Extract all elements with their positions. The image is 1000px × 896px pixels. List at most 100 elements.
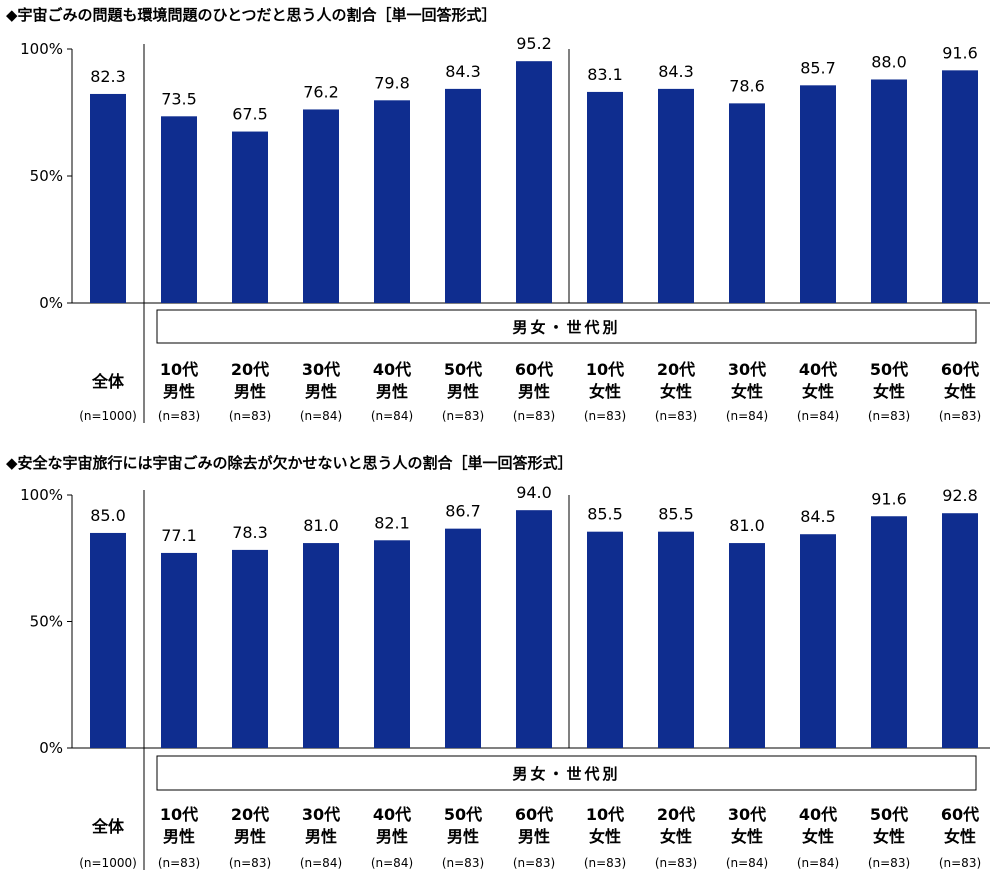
category-label-gender-10: 女性 [802, 827, 834, 846]
category-label-age-10: 40代 [799, 805, 837, 824]
data-label-7: 85.5 [587, 505, 623, 524]
data-label-9: 81.0 [729, 516, 765, 535]
sample-size-label-10: (n=84) [797, 409, 839, 423]
sample-size-label-9: (n=84) [726, 409, 768, 423]
sample-size-label-5: (n=83) [442, 856, 484, 870]
category-label-total: 全体 [91, 372, 125, 391]
sample-size-label-6: (n=83) [513, 409, 555, 423]
sample-size-label-2: (n=83) [229, 409, 271, 423]
data-label-6: 95.2 [516, 34, 552, 53]
group-band-box [156, 309, 977, 344]
data-label-2: 67.5 [232, 105, 268, 124]
category-label-age-7: 10代 [586, 360, 624, 379]
data-label-11: 88.0 [871, 52, 907, 71]
bar-6 [516, 510, 552, 748]
category-label-age-9: 30代 [728, 805, 766, 824]
category-label-gender-6: 男性 [518, 382, 550, 401]
category-label-gender-7: 女性 [589, 827, 621, 846]
data-label-8: 84.3 [658, 62, 694, 81]
bar-7 [587, 91, 623, 304]
category-label-total: 全体 [91, 817, 125, 836]
category-label-age-7: 10代 [586, 805, 624, 824]
category-label-gender-12: 女性 [944, 382, 976, 401]
group-band-box [156, 755, 977, 791]
bar-3 [303, 543, 339, 748]
category-label-age-12: 60代 [941, 805, 979, 824]
bar-8 [658, 531, 694, 748]
sample-size-label-0: (n=1000) [79, 409, 137, 423]
data-label-12: 92.8 [942, 486, 978, 505]
bar-4 [374, 540, 410, 748]
category-label-gender-1: 男性 [163, 382, 195, 401]
bar-1 [161, 552, 197, 748]
data-label-9: 78.6 [729, 76, 765, 95]
sample-size-label-4: (n=84) [371, 409, 413, 423]
category-label-age-4: 40代 [373, 805, 411, 824]
bar-2 [232, 549, 268, 748]
category-label-gender-4: 男性 [376, 382, 408, 401]
chart-title: ◆宇宙ごみの問題も環境問題のひとつだと思う人の割合［単一回答形式］ [6, 6, 497, 24]
category-label-age-9: 30代 [728, 360, 766, 379]
data-label-4: 82.1 [374, 513, 410, 532]
data-label-10: 84.5 [800, 507, 836, 526]
category-label-gender-11: 女性 [873, 382, 905, 401]
group-band-label: 男女・世代別 [512, 319, 620, 337]
category-label-age-8: 20代 [657, 360, 695, 379]
sample-size-label-10: (n=84) [797, 856, 839, 870]
data-label-5: 84.3 [445, 62, 481, 81]
bar-12 [942, 70, 978, 303]
data-label-0: 85.0 [90, 506, 126, 525]
data-label-3: 76.2 [303, 82, 339, 101]
bar-8 [658, 88, 694, 304]
bar-5 [445, 88, 481, 304]
bar-3 [303, 109, 339, 304]
sample-size-label-3: (n=84) [300, 409, 342, 423]
category-label-gender-7: 女性 [589, 382, 621, 401]
data-label-0: 82.3 [90, 67, 126, 86]
category-label-age-3: 30代 [302, 360, 340, 379]
sample-size-label-1: (n=83) [158, 409, 200, 423]
group-band-label: 男女・世代別 [512, 765, 620, 783]
bar-11 [871, 79, 907, 303]
sample-size-label-5: (n=83) [442, 409, 484, 423]
category-label-age-8: 20代 [657, 805, 695, 824]
bar-7 [587, 531, 623, 748]
sample-size-label-0: (n=1000) [79, 856, 137, 870]
sample-size-label-7: (n=83) [584, 856, 626, 870]
category-label-gender-5: 男性 [447, 827, 479, 846]
sample-size-label-8: (n=83) [655, 409, 697, 423]
data-label-7: 83.1 [587, 65, 623, 84]
y-tick-label: 100% [20, 40, 63, 58]
data-label-10: 85.7 [800, 58, 836, 77]
category-label-age-4: 40代 [373, 360, 411, 379]
sample-size-label-12: (n=83) [939, 409, 981, 423]
category-label-gender-11: 女性 [873, 827, 905, 846]
sample-size-label-11: (n=83) [868, 856, 910, 870]
category-label-age-3: 30代 [302, 805, 340, 824]
bar-10 [800, 534, 836, 748]
category-label-age-10: 40代 [799, 360, 837, 379]
data-label-6: 94.0 [516, 483, 552, 502]
bar-0 [90, 532, 126, 748]
bar-12 [942, 513, 978, 748]
bar-5 [445, 528, 481, 748]
category-label-age-11: 50代 [870, 360, 908, 379]
category-label-age-5: 50代 [444, 805, 482, 824]
category-label-age-6: 60代 [515, 360, 553, 379]
category-label-gender-3: 男性 [305, 827, 337, 846]
data-label-5: 86.7 [445, 502, 481, 521]
category-label-gender-1: 男性 [163, 827, 195, 846]
data-label-11: 91.6 [871, 489, 907, 508]
category-label-gender-5: 男性 [447, 382, 479, 401]
sample-size-label-12: (n=83) [939, 856, 981, 870]
sample-size-label-9: (n=84) [726, 856, 768, 870]
category-label-gender-8: 女性 [660, 382, 692, 401]
chart-space-travel: ◆安全な宇宙旅行には宇宙ごみの除去が欠かせないと思う人の割合［単一回答形式］ 0%… [6, 454, 990, 870]
category-label-age-1: 10代 [160, 360, 198, 379]
sample-size-label-1: (n=83) [158, 856, 200, 870]
category-label-age-2: 20代 [231, 360, 269, 379]
sample-size-label-2: (n=83) [229, 856, 271, 870]
data-label-12: 91.6 [942, 43, 978, 62]
category-label-age-6: 60代 [515, 805, 553, 824]
